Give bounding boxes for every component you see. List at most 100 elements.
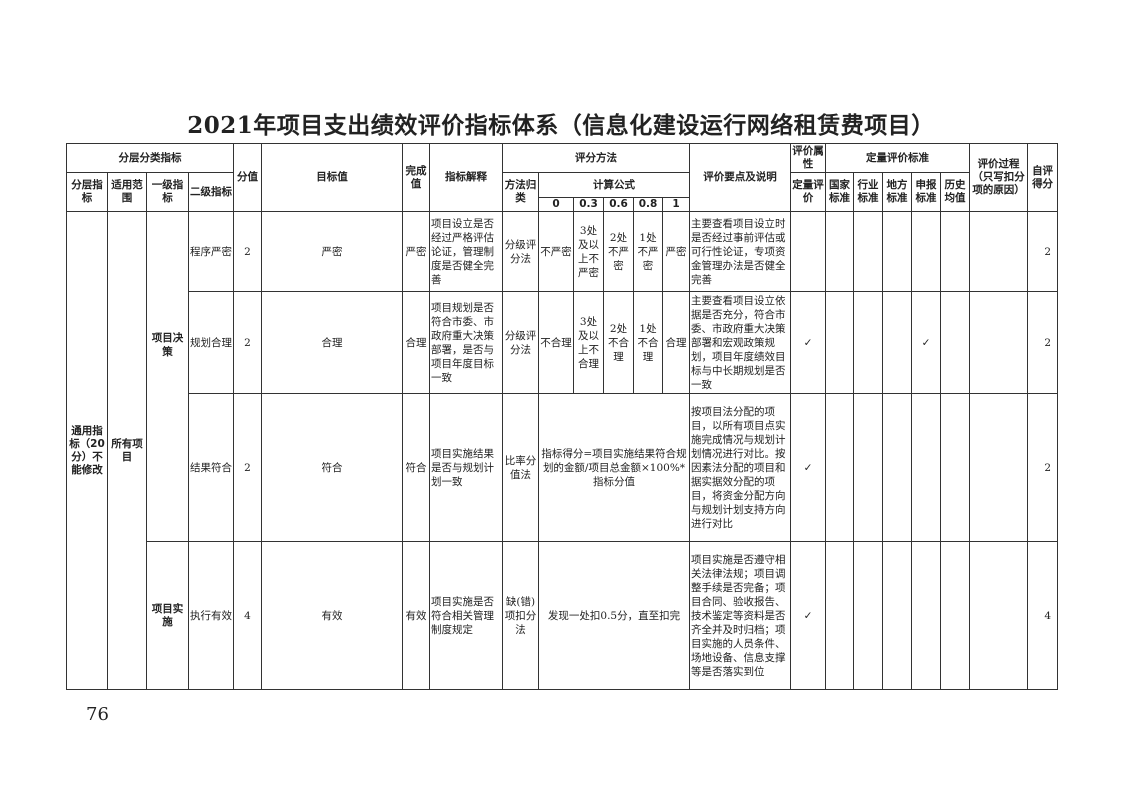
level1-cell: 项目决策 xyxy=(146,211,189,542)
target-cell: 合理 xyxy=(261,291,403,394)
actual-cell: 符合 xyxy=(402,393,430,542)
national-cell xyxy=(825,541,854,690)
process-cell xyxy=(969,211,1029,292)
formula-cell: 3处及以上不合理 xyxy=(573,291,604,394)
page-title: 2021年项目支出绩效评价指标体系（信息化建设运行网络租赁费项目） xyxy=(187,112,935,139)
key-points-cell: 主要查看项目设立时是否经过事前评估或可行性论证，专项资金管理办法是否健全完善 xyxy=(689,211,791,292)
header-key-points: 评价要点及说明 xyxy=(689,143,791,212)
page-number: 76 xyxy=(86,704,109,725)
formula-cell: 2处不合理 xyxy=(603,291,634,394)
header-scope: 适用范围 xyxy=(107,172,147,212)
industry-cell xyxy=(853,211,883,292)
actual-cell: 合理 xyxy=(402,291,430,394)
national-cell xyxy=(825,291,854,394)
industry-cell xyxy=(853,291,883,394)
local-cell xyxy=(882,541,912,690)
header-declared: 申报标准 xyxy=(911,172,941,212)
formula-cell: 不合理 xyxy=(538,291,574,394)
header-f2: 0.6 xyxy=(603,197,634,212)
check-mark-quant: ✓ xyxy=(790,393,826,542)
formula-cell: 发现一处扣0.5分，直至扣完 xyxy=(538,541,690,690)
check-mark-declared: ✓ xyxy=(911,291,941,394)
header-process: 评价过程（只写扣分项的原因） xyxy=(969,143,1029,212)
header-f4: 1 xyxy=(662,197,690,212)
score-cell: 2 xyxy=(233,211,262,292)
header-history: 历史均值 xyxy=(939,172,971,212)
key-points-cell: 按项目法分配的项目，以所有项目点实施完成情况与规划计划情况进行对比。按因素法分配… xyxy=(689,393,791,542)
header-self-score: 自评得分 xyxy=(1027,143,1059,212)
level2-cell: 程序严密 xyxy=(188,211,234,292)
self-score-cell: 2 xyxy=(1027,393,1059,542)
self-score-cell: 2 xyxy=(1027,211,1059,292)
self-score-cell: 4 xyxy=(1027,541,1059,690)
score-cell: 4 xyxy=(233,541,262,690)
level2-cell: 规划合理 xyxy=(188,291,234,394)
header-score: 分值 xyxy=(233,143,262,212)
target-cell: 符合 xyxy=(261,393,403,542)
table-row: 项目实施 执行有效 4 有效 有效 项目实施是否符合相关管理制度规定 缺(错)项扣分法 发现一… xyxy=(67,541,1059,690)
check-mark-declared xyxy=(911,541,941,690)
key-points-cell: 项目实施是否遵守相关法律法规；项目调整手续是否完备；项目合同、验收报告、技术鉴定… xyxy=(689,541,791,690)
method-type-cell: 分级评分法 xyxy=(502,291,539,394)
local-cell xyxy=(882,393,912,542)
key-points-cell: 主要查看项目设立依据是否充分，符合市委、市政府重大决策部署和宏观政策规划，项目年… xyxy=(689,291,791,394)
score-cell: 2 xyxy=(233,393,262,542)
national-cell xyxy=(825,211,854,292)
level2-cell: 执行有效 xyxy=(188,541,234,690)
header-method: 评分方法 xyxy=(502,143,690,173)
history-cell xyxy=(939,393,971,542)
table-row: 结果符合 2 符合 符合 项目实施结果是否与规划计划一致 比率分值法 指标得分=项目实施结果… xyxy=(67,393,1059,542)
local-cell xyxy=(882,291,912,394)
history-cell xyxy=(939,541,971,690)
header-national: 国家标准 xyxy=(825,172,854,212)
header-explain: 指标解释 xyxy=(429,143,503,212)
method-type-cell: 缺(错)项扣分法 xyxy=(502,541,539,690)
level1-label: 项目决策 xyxy=(151,331,184,358)
explain-cell: 项目实施是否符合相关管理制度规定 xyxy=(429,541,503,690)
explain-cell: 项目设立是否经过严格评估论证，管理制度是否健全完善 xyxy=(429,211,503,292)
method-type-cell: 比率分值法 xyxy=(502,393,539,542)
level1-cell: 项目实施 xyxy=(146,541,189,690)
header-f0: 0 xyxy=(538,197,574,212)
check-mark-quant: ✓ xyxy=(790,541,826,690)
table-row: 规划合理 2 合理 合理 项目规划是否符合市委、市政府重大决策部署，是否与项目年度目标一… xyxy=(67,291,1059,394)
actual-cell: 严密 xyxy=(402,211,430,292)
layer-cell: 通用指标（20分）不能修改 xyxy=(66,211,108,690)
header-f3: 0.8 xyxy=(633,197,663,212)
header-industry: 行业标准 xyxy=(853,172,883,212)
score-cell: 2 xyxy=(233,291,262,394)
check-mark-declared xyxy=(911,393,941,542)
header-layer: 分层指标 xyxy=(66,172,108,212)
header-quant: 定量评价 xyxy=(790,172,826,212)
header-level1: 一级指标 xyxy=(146,172,189,212)
formula-cell: 1处不严密 xyxy=(633,211,663,292)
formula-cell: 严密 xyxy=(662,211,690,292)
history-cell xyxy=(939,211,971,292)
scope-cell: 所有项目 xyxy=(107,211,147,690)
header-formula: 计算公式 xyxy=(538,172,690,198)
explain-cell: 项目实施结果是否与规划计划一致 xyxy=(429,393,503,542)
header-classification: 分层分类指标 xyxy=(66,143,234,173)
local-cell xyxy=(882,211,912,292)
method-type-cell: 分级评分法 xyxy=(502,211,539,292)
check-mark-quant: ✓ xyxy=(790,291,826,394)
level2-cell: 结果符合 xyxy=(188,393,234,542)
history-cell xyxy=(939,291,971,394)
header-standard: 定量评价标准 xyxy=(824,143,971,173)
formula-cell: 指标得分=项目实施结果符合规划的金额/项目总金额×100%*指标分值 xyxy=(538,393,690,542)
actual-cell: 有效 xyxy=(402,541,430,690)
table-row: 通用指标（20分）不能修改 所有项目 项目决策 程序严密 2 严密 严密 项目设立是否经过严格… xyxy=(66,211,1059,690)
header-level2: 二级指标 xyxy=(188,172,234,212)
process-cell xyxy=(969,291,1029,394)
process-cell xyxy=(969,541,1029,690)
header-local: 地方标准 xyxy=(882,172,912,212)
header-actual: 完成值 xyxy=(402,143,430,212)
header-method-type: 方法归类 xyxy=(502,172,539,212)
self-score-cell: 2 xyxy=(1027,291,1059,394)
formula-cell: 不严密 xyxy=(538,211,574,292)
indicator-table: 分层分类指标 分值 目标值 完成值 指标解释 评分方法 评价要点及说明 评价属性… xyxy=(66,143,1059,690)
explain-cell: 项目规划是否符合市委、市政府重大决策部署，是否与项目年度目标一致 xyxy=(429,291,503,394)
target-cell: 有效 xyxy=(261,541,403,690)
industry-cell xyxy=(853,541,883,690)
